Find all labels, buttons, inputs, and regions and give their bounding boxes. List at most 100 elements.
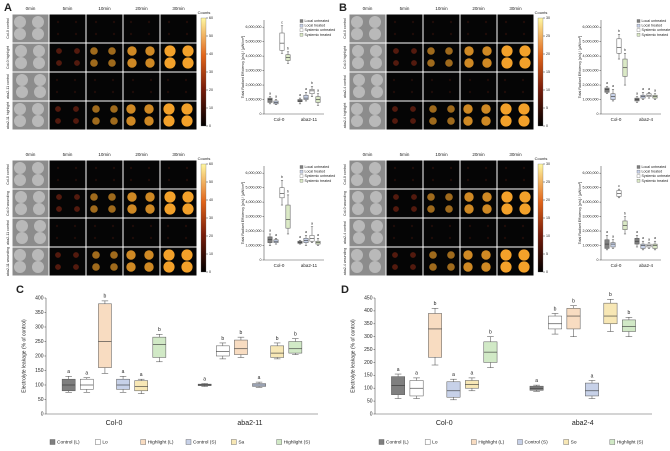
colorbar-tick-label: 20 <box>546 198 550 202</box>
signal-blob <box>167 178 171 182</box>
y-tick-label: 150 <box>35 368 44 374</box>
signal-blob <box>166 224 170 228</box>
legend-label: Control (L) <box>57 439 80 445</box>
signal-blob <box>131 236 135 240</box>
legend-swatch <box>636 23 641 28</box>
signal-blob <box>393 166 397 170</box>
plant-leaf <box>32 115 44 127</box>
y-tick-label: 2,000,000 <box>246 83 262 87</box>
significance-letter: b <box>287 47 289 51</box>
signal-blob <box>182 45 194 57</box>
significance-letter: a <box>642 87 644 91</box>
signal-blob <box>445 59 453 67</box>
legend-label: Local untreated <box>305 19 330 23</box>
signal-blob <box>427 205 435 213</box>
signal-blob <box>56 20 60 24</box>
signal-blob <box>74 166 78 170</box>
signal-blob <box>185 178 189 182</box>
significance-letter: a <box>397 367 400 373</box>
plant-leaf <box>33 57 45 69</box>
signal-blob <box>464 192 474 202</box>
signal-blob <box>111 236 115 240</box>
legend-label: Systemic treated <box>642 33 669 37</box>
signal-blob <box>145 58 155 68</box>
significance-letter: a <box>452 372 455 378</box>
signal-blob <box>431 166 435 170</box>
y-tick-label: 250 <box>364 347 373 353</box>
y-axis-label: Total Radiant Efficiency [p/s] / [µW/cm²… <box>578 36 582 99</box>
signal-blob <box>185 20 189 24</box>
signal-blob <box>486 224 490 228</box>
colorbar-tick-label: 10 <box>546 234 550 238</box>
legend-label: Local treated <box>305 24 326 28</box>
legend-swatch <box>185 439 192 445</box>
significance-letter: a <box>305 230 307 234</box>
significance-letter: a <box>311 221 313 225</box>
legend-swatch <box>299 23 304 28</box>
signal-blob <box>111 78 115 82</box>
significance-letter: a <box>317 233 319 237</box>
legend-label: Systemic treated <box>642 179 669 183</box>
y-tick-label: 5,000,000 <box>246 186 262 190</box>
plant-leaf <box>32 174 44 186</box>
signal-blob <box>392 236 396 240</box>
legend-label: Sa <box>238 439 244 445</box>
legend-swatch <box>563 439 569 445</box>
signal-blob <box>429 105 437 113</box>
plant-leaf <box>351 103 363 115</box>
significance-letter: b <box>240 330 243 336</box>
signal-blob <box>411 166 415 170</box>
plant-leaf <box>351 16 363 28</box>
legend-swatch <box>424 439 431 445</box>
colorbar-tick-label: 50 <box>209 180 213 184</box>
plant-leaf <box>352 191 364 203</box>
legend-swatch <box>95 439 101 445</box>
significance-letter: a <box>140 372 143 378</box>
plant-leaf <box>14 162 26 174</box>
signal-blob <box>481 250 491 260</box>
y-tick-label: 150 <box>364 373 373 379</box>
time-label: 10min <box>435 6 448 11</box>
signal-blob <box>445 193 453 201</box>
plant-image <box>160 72 197 101</box>
signal-blob <box>427 59 435 67</box>
plant-leaf <box>371 232 383 244</box>
signal-blob <box>410 264 416 270</box>
significance-letter: a <box>642 236 644 240</box>
signal-blob <box>55 106 61 112</box>
significance-letter: a <box>85 371 88 377</box>
x-tick-label: aba2-4 <box>639 117 654 122</box>
signal-blob <box>127 58 137 68</box>
x-tick-label: aba2-11 <box>301 117 318 122</box>
plant-leaf <box>14 174 26 186</box>
legend-label: Highlight (S) <box>284 439 311 445</box>
signal-blob <box>55 118 61 124</box>
signal-blob <box>147 20 151 24</box>
y-tick-label: 3,000,000 <box>246 69 262 73</box>
colorbar-tick-label: 5 <box>546 252 548 256</box>
plant-image <box>423 189 460 218</box>
legend-label: Systemic treated <box>305 179 332 183</box>
plant-image <box>160 14 197 43</box>
legend-label: Highlight (L) <box>148 439 174 445</box>
time-label: 0min <box>363 6 373 11</box>
colorbar-tick-label: 0 <box>546 270 548 274</box>
box <box>80 378 94 390</box>
colorbar-tick-label: 10 <box>209 252 213 256</box>
colorbar-label: Counts <box>535 10 548 15</box>
colorbar-tick-label: 5 <box>546 106 548 110</box>
signal-blob <box>112 178 116 182</box>
colorbar-tick-label: 25 <box>546 34 550 38</box>
y-tick-label: 100 <box>364 386 373 392</box>
signal-blob <box>411 32 415 36</box>
plant-image <box>497 160 534 189</box>
time-label: 10min <box>435 152 448 157</box>
legend-swatch <box>299 169 304 174</box>
row-label: Col-0 wounding <box>6 191 10 216</box>
signal-blob <box>126 116 136 126</box>
legend-swatch <box>636 174 641 178</box>
signal-blob <box>111 224 115 228</box>
significance-letter: b <box>618 29 620 33</box>
legend-label: Systemic untreated <box>305 174 336 178</box>
